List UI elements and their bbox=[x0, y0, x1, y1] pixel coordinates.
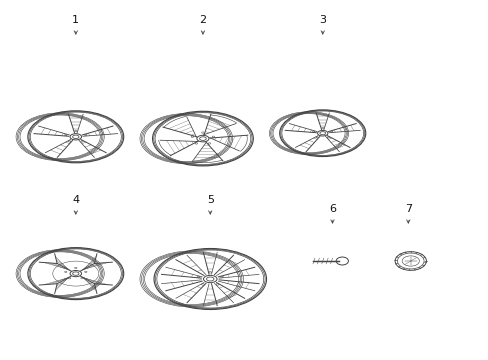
Text: 6: 6 bbox=[328, 204, 335, 214]
Text: 3: 3 bbox=[319, 15, 325, 25]
Text: 1: 1 bbox=[72, 15, 79, 25]
Text: 2: 2 bbox=[199, 15, 206, 25]
Text: 7: 7 bbox=[404, 204, 411, 214]
Text: 4: 4 bbox=[72, 195, 79, 205]
Text: 5: 5 bbox=[206, 195, 213, 205]
